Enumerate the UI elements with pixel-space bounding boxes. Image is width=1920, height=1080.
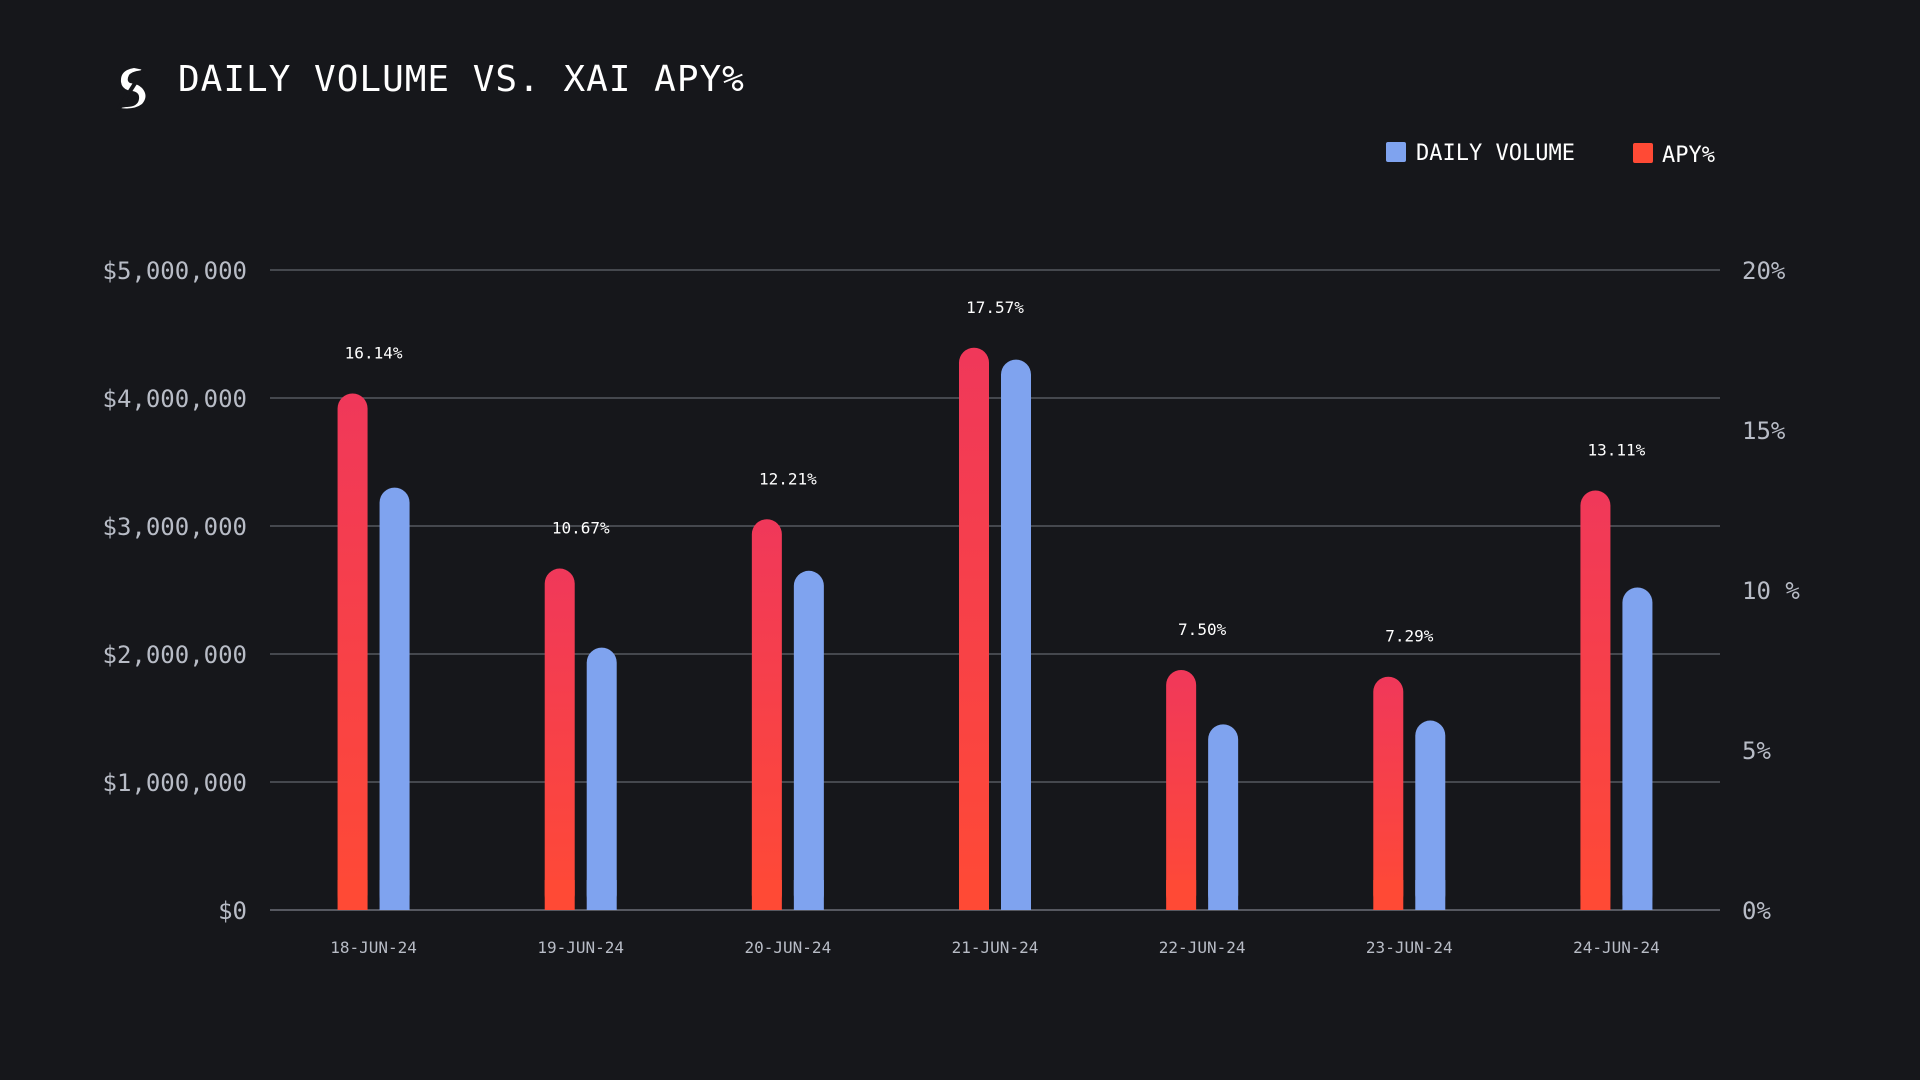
bar-volume	[793, 570, 824, 910]
bar-apy-base	[337, 880, 368, 910]
y-right-tick-label: 15%	[1742, 417, 1786, 445]
bar-volume	[1001, 359, 1031, 911]
bar-volume-base	[379, 880, 410, 910]
bar-volume-base	[1208, 880, 1239, 910]
y-right-tick-label: 5%	[1742, 737, 1771, 765]
legend-label-apy: APY%	[1662, 143, 1715, 168]
legend-label-volume: DAILY VOLUME	[1416, 141, 1575, 166]
x-tick-label: 21-JUN-24	[952, 938, 1039, 957]
bar-apy	[751, 519, 782, 910]
bar-volume-base	[1415, 880, 1446, 910]
data-label-apy: 13.11%	[1588, 440, 1646, 459]
bar-apy-base	[1373, 880, 1404, 910]
bars	[337, 347, 1653, 911]
data-labels: 16.14% 10.67% 12.21% 17.57% 7.50% 7.29% 13.11%	[345, 298, 1646, 646]
data-label-apy: 12.21%	[759, 469, 817, 488]
bar-volume-base	[793, 880, 824, 910]
x-tick-label: 22-JUN-24	[1159, 938, 1246, 957]
bar-apy-base	[544, 880, 575, 910]
bar-apy-base	[1580, 880, 1611, 910]
bar-apy	[1166, 670, 1197, 910]
bar-apy	[1580, 490, 1611, 910]
bar-volume	[1415, 720, 1446, 910]
legend: DAILY VOLUME APY%	[1386, 141, 1715, 168]
x-axis: 18-JUN-24 19-JUN-24 20-JUN-24 21-JUN-24 22-J…	[330, 938, 1660, 957]
data-label-apy: 10.67%	[552, 519, 610, 538]
chart-title: DAILY VOLUME VS. XAI APY%	[178, 59, 745, 100]
bar-apy	[337, 393, 368, 910]
y-axis-left: $0 $1,000,000 $2,000,000 $3,000,000 $4,000,0…	[103, 257, 248, 925]
bar-volume-base	[1622, 880, 1653, 910]
logo-icon	[116, 64, 148, 112]
x-tick-label: 18-JUN-24	[330, 938, 417, 957]
y-left-tick-label: $1,000,000	[103, 769, 248, 797]
y-right-tick-label: 0%	[1742, 897, 1771, 925]
x-tick-label: 24-JUN-24	[1573, 938, 1660, 957]
data-label-apy: 7.50%	[1178, 620, 1227, 639]
bar-apy	[959, 347, 989, 910]
legend-swatch-apy	[1633, 143, 1653, 163]
y-left-tick-label: $0	[218, 897, 247, 925]
data-label-apy: 16.14%	[345, 344, 403, 363]
bar-volume	[379, 487, 410, 910]
y-left-tick-label: $5,000,000	[103, 257, 248, 285]
x-tick-label: 23-JUN-24	[1366, 938, 1453, 957]
bar-volume-base	[586, 880, 617, 910]
gridlines	[270, 269, 1720, 911]
y-left-tick-label: $4,000,000	[103, 385, 248, 413]
bar-volume	[1208, 724, 1239, 910]
bar-apy-base	[751, 880, 782, 910]
y-left-tick-label: $2,000,000	[103, 641, 248, 669]
x-tick-label: 20-JUN-24	[745, 938, 832, 957]
bar-apy	[544, 568, 575, 910]
bar-volume	[1622, 587, 1653, 910]
y-right-tick-label: 10 %	[1742, 577, 1800, 605]
data-label-apy: 17.57%	[966, 298, 1024, 317]
y-right-tick-label: 20%	[1742, 257, 1786, 285]
legend-swatch-volume	[1386, 142, 1406, 162]
bar-volume	[586, 647, 617, 910]
bar-apy	[1373, 676, 1404, 910]
bar-volume-base	[1001, 880, 1031, 910]
x-tick-label: 19-JUN-24	[537, 938, 624, 957]
bar-apy-base	[1166, 880, 1197, 910]
y-axis-right: 0% 5% 10 % 15% 20%	[1742, 257, 1800, 925]
y-left-tick-label: $3,000,000	[103, 513, 248, 541]
bar-apy-base	[959, 880, 989, 910]
data-label-apy: 7.29%	[1385, 627, 1434, 646]
